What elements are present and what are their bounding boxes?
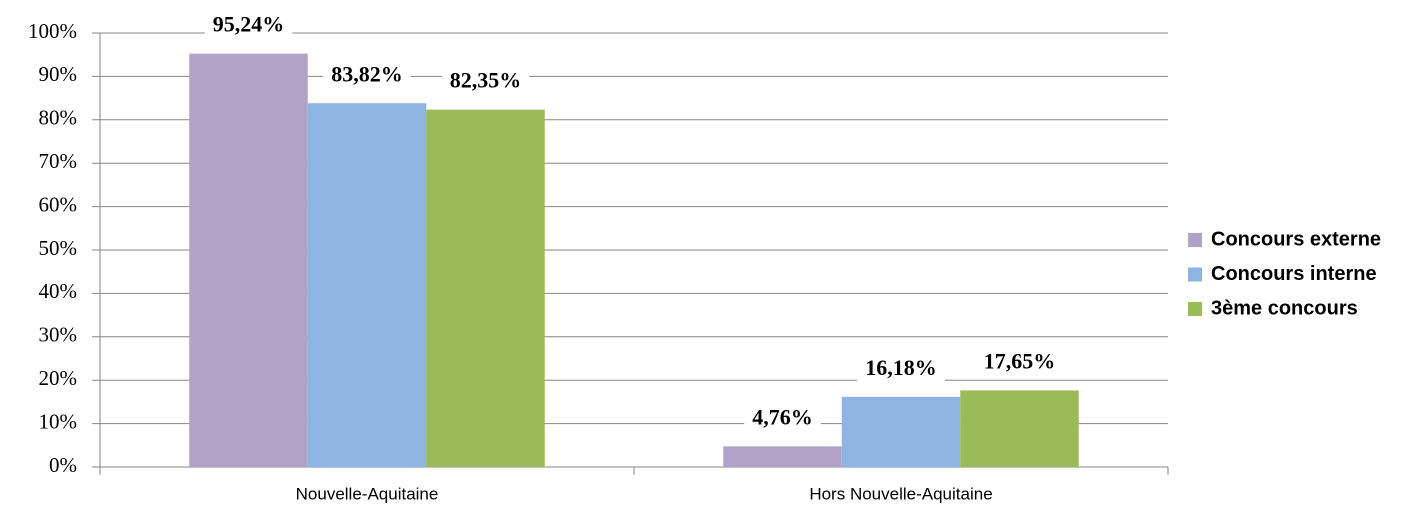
bar xyxy=(723,446,842,467)
y-tick-label: 90% xyxy=(39,62,78,86)
y-tick-label: 80% xyxy=(39,106,78,130)
bar xyxy=(960,390,1079,467)
y-tick-label: 30% xyxy=(39,323,78,347)
data-label: 4,76% xyxy=(752,404,813,429)
legend-label: 3ème concours xyxy=(1211,297,1358,319)
bar xyxy=(426,109,545,467)
data-label: 17,65% xyxy=(984,348,1056,373)
data-label-bg xyxy=(744,402,821,432)
data-label: 83,82% xyxy=(331,61,403,86)
y-tick-label: 100% xyxy=(28,19,77,43)
data-label: 95,24% xyxy=(213,12,285,37)
y-tick-label: 20% xyxy=(39,366,78,390)
y-tick-label: 40% xyxy=(39,279,78,303)
legend-label: Concours interne xyxy=(1211,263,1377,285)
legend-swatch xyxy=(1188,267,1202,282)
y-tick-label: 10% xyxy=(39,409,78,433)
legend-label: Concours externe xyxy=(1211,228,1381,250)
y-tick-label: 0% xyxy=(49,453,77,477)
y-tick-label: 70% xyxy=(39,149,78,173)
data-label-bg xyxy=(857,352,945,382)
legend-swatch xyxy=(1188,233,1202,247)
y-tick-label: 60% xyxy=(39,192,78,216)
data-label-bg xyxy=(441,65,530,95)
data-label: 82,35% xyxy=(450,68,522,93)
bar xyxy=(189,53,308,468)
x-tick-label: Hors Nouvelle-Aquitaine xyxy=(809,484,992,503)
legend-swatch xyxy=(1188,302,1202,316)
bar xyxy=(841,396,961,467)
data-label-bg xyxy=(975,346,1064,376)
x-tick-label: Nouvelle-Aquitaine xyxy=(296,484,439,503)
data-label: 16,18% xyxy=(865,355,937,380)
data-label-bg xyxy=(323,59,411,89)
y-tick-label: 50% xyxy=(39,236,78,260)
bar xyxy=(307,103,427,468)
data-label-bg xyxy=(204,9,293,39)
